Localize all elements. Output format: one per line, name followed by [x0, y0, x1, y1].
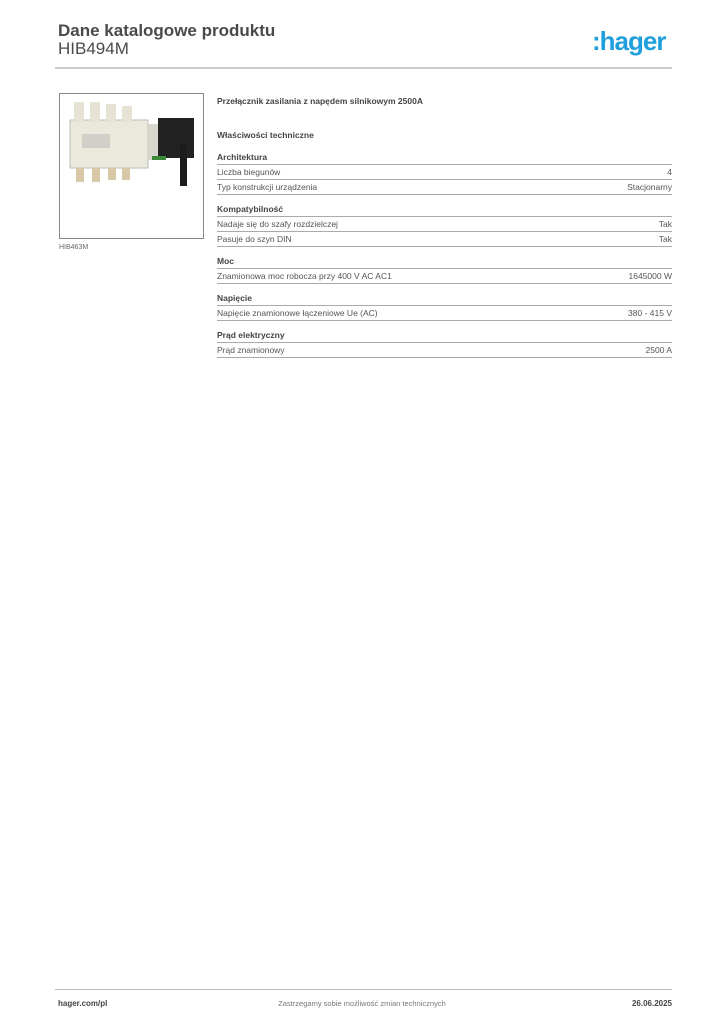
spec-label: Znamionowa moc robocza przy 400 V AC AC1 [217, 271, 392, 281]
spec-row: Typ konstrukcji urządzenia Stacjonarny [217, 181, 672, 195]
spec-label: Liczba biegunów [217, 167, 281, 177]
spec-row: Nadaje się do szafy rozdzielczej Tak [217, 218, 672, 232]
spec-label: Pasuje do szyn DIN [217, 234, 292, 244]
spec-row: Napięcie znamionowe łączeniowe Ue (AC) 38… [217, 307, 672, 321]
product-name: Przełącznik zasilania z napędem silnikow… [217, 96, 423, 106]
section-title: Prąd elektryczny [217, 330, 672, 343]
image-caption: HIB463M [59, 244, 89, 251]
spec-value: 2500 A [645, 345, 672, 355]
spec-label: Nadaje się do szafy rozdzielczej [217, 219, 338, 229]
header-divider [55, 67, 672, 69]
footer-notice: Zastrzegamy sobie możliwość zmian techni… [278, 999, 446, 1008]
spec-section: Architektura Liczba biegunów 4 Typ konstruk… [217, 152, 672, 195]
spec-section: Prąd elektryczny Prąd znamionowy 2500 A [217, 330, 672, 358]
section-title: Moc [217, 256, 672, 269]
section-title: Architektura [217, 152, 672, 165]
spec-row: Znamionowa moc robocza przy 400 V AC AC1… [217, 270, 672, 284]
footer-date: 26.06.2025 [631, 999, 672, 1008]
page-title: Dane katalogowe produktu [58, 21, 276, 40]
spec-row: Prąd znamionowy 2500 A [217, 344, 672, 358]
spec-section: Kompatybilność Nadaje się do szafy rozdzi… [217, 204, 672, 247]
hager-logo: :hager [592, 26, 666, 56]
section-title: Kompatybilność [217, 204, 672, 217]
section-title: Napięcie [217, 293, 672, 306]
spec-value: Tak [658, 234, 672, 244]
spec-value: Tak [658, 219, 672, 229]
spec-value: 1645000 W [628, 271, 672, 281]
product-image [59, 93, 204, 239]
spec-row: Pasuje do szyn DIN Tak [217, 233, 672, 247]
spec-value: 4 [667, 167, 672, 177]
spec-row: Liczba biegunów 4 [217, 166, 672, 180]
product-code: HIB494M [58, 39, 129, 58]
spec-label: Prąd znamionowy [217, 345, 285, 355]
spec-section: Moc Znamionowa moc robocza przy 400 V AC … [217, 256, 672, 284]
footer-website[interactable]: hager.com/pl [58, 999, 108, 1008]
footer-divider [55, 989, 672, 990]
spec-section: Napięcie Napięcie znamionowe łączeniowe U… [217, 293, 672, 321]
spec-label: Napięcie znamionowe łączeniowe Ue (AC) [217, 308, 378, 318]
spec-label: Typ konstrukcji urządzenia [217, 182, 318, 192]
properties-title: Właściwości techniczne [217, 130, 314, 140]
spec-column: Przełącznik zasilania z napędem silnikow… [217, 96, 672, 367]
spec-value: Stacjonarny [627, 182, 672, 192]
spec-value: 380 - 415 V [628, 308, 672, 318]
